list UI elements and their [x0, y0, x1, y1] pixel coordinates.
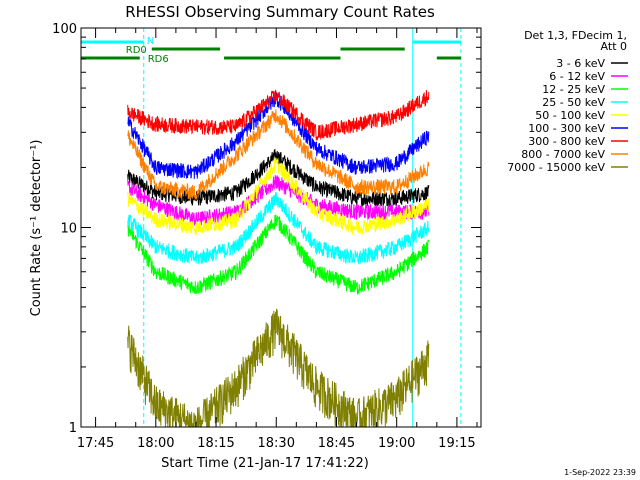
- series-line-4: [127, 157, 430, 236]
- series-line-3: [127, 192, 430, 266]
- y-axis: 1 10 100: [52, 22, 481, 436]
- x-axis: 17:45 18:00 18:15 18:30 18:45 19:00 19:15: [77, 28, 478, 451]
- x-tick-label: 19:00: [378, 436, 415, 451]
- legend-entry-label: 25 - 50 keV: [542, 96, 605, 109]
- x-tick-label: 18:15: [197, 436, 234, 451]
- x-tick-label: 18:30: [258, 436, 295, 451]
- series-line-1: [127, 174, 430, 226]
- series-line-5: [127, 92, 430, 180]
- legend-entry-label: 100 - 300 keV: [528, 122, 605, 135]
- render-timestamp: 1-Sep-2022 23:39: [564, 468, 636, 477]
- y-tick-label: 100: [52, 22, 77, 37]
- legend-header: Att 0: [601, 40, 627, 53]
- legend-entry-label: 6 - 12 keV: [549, 70, 605, 83]
- x-tick-label: 17:45: [77, 436, 114, 451]
- y-tick-label: 10: [60, 222, 77, 237]
- flag-label: N: [147, 36, 154, 47]
- x-tick-label: 18:00: [137, 436, 174, 451]
- series-line-8: [127, 308, 430, 427]
- legend-header: Det 1,3, FDecim 1,: [524, 29, 627, 42]
- x-axis-label: Start Time (21-Jan-17 17:41:22): [161, 456, 369, 471]
- series-line-2: [127, 214, 430, 296]
- series-line-6: [127, 89, 430, 141]
- legend-entry-label: 300 - 800 keV: [528, 135, 605, 148]
- legend-entry-label: 12 - 25 keV: [542, 83, 605, 96]
- legend-entry-label: 7000 - 15000 keV: [507, 161, 605, 174]
- series-line-7: [127, 109, 430, 200]
- legend-entry-label: 3 - 6 keV: [556, 57, 605, 70]
- legend-entry-label: 50 - 100 keV: [535, 109, 605, 122]
- flag-label: RD0: [126, 45, 147, 56]
- data-series-group: [127, 89, 430, 427]
- x-tick-label: 19:15: [438, 436, 475, 451]
- x-tick-label: 18:45: [318, 436, 355, 451]
- flag-label: RD6: [148, 54, 169, 65]
- y-axis-label: Count Rate (s⁻¹ detector⁻¹): [29, 140, 44, 317]
- y-tick-label: 1: [69, 421, 77, 436]
- legend-entry-label: 800 - 7000 keV: [521, 148, 605, 161]
- chart-title: RHESSI Observing Summary Count Rates: [125, 3, 435, 21]
